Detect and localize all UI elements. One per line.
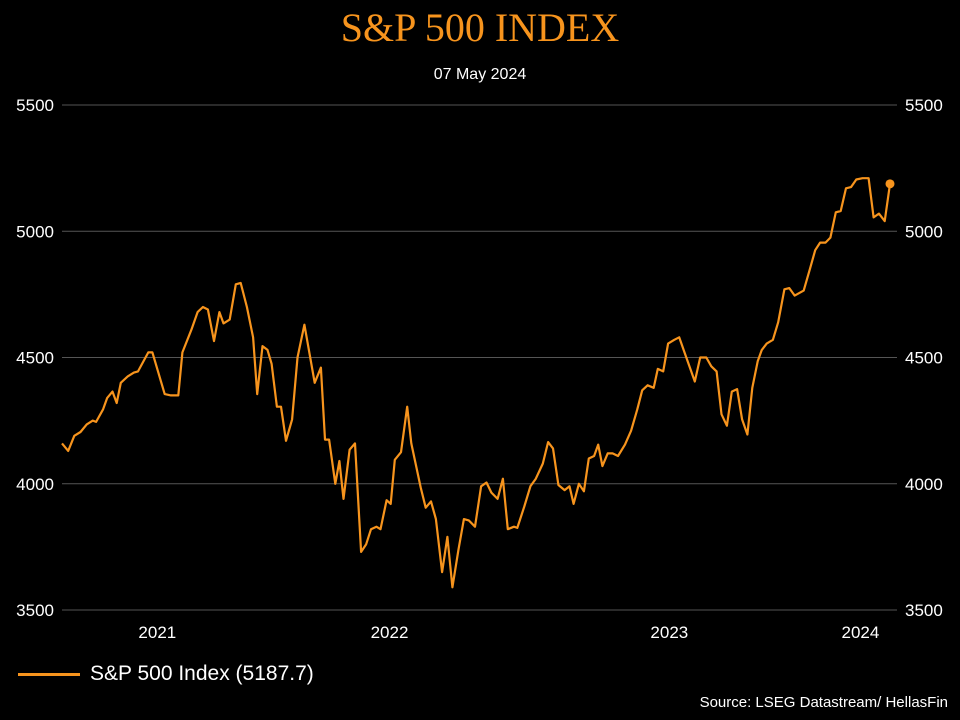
chart-subtitle: 07 May 2024 [433,66,527,83]
y-tick-label-left: 4000 [16,475,54,494]
y-tick-label-left: 4500 [16,349,54,368]
y-tick-label-right: 5500 [905,96,943,115]
x-tick-label: 2021 [138,623,176,642]
y-tick-label-left: 3500 [16,601,54,620]
y-axis-left: 5500 5000 4500 4000 3500 [16,96,54,620]
x-tick-label: 2024 [841,623,879,642]
y-tick-label-right: 3500 [905,601,943,620]
x-axis: 2021 2022 2023 2024 [138,623,879,642]
series-line-sp500 [61,177,892,589]
last-value-marker [885,179,895,189]
y-axis-right: 5500 5000 4500 4000 3500 [905,96,943,620]
y-tick-label-right: 4000 [905,475,943,494]
x-tick-label: 2023 [650,623,688,642]
legend-line-swatch [18,672,80,676]
legend: S&P 500 Index (5187.7) [18,662,314,686]
chart-title: S&P 500 INDEX [340,5,620,50]
y-tick-label-left: 5000 [16,222,54,241]
legend-label: S&P 500 Index (5187.7) [90,662,314,685]
y-tick-label-left: 5500 [16,96,54,115]
series-group [61,177,895,589]
y-tick-label-right: 4500 [905,349,943,368]
y-tick-label-right: 5000 [905,222,943,241]
source-note: Source: LSEG Datastream/ HellasFin [699,694,948,711]
x-tick-label: 2022 [371,623,409,642]
gridlines [62,104,897,611]
